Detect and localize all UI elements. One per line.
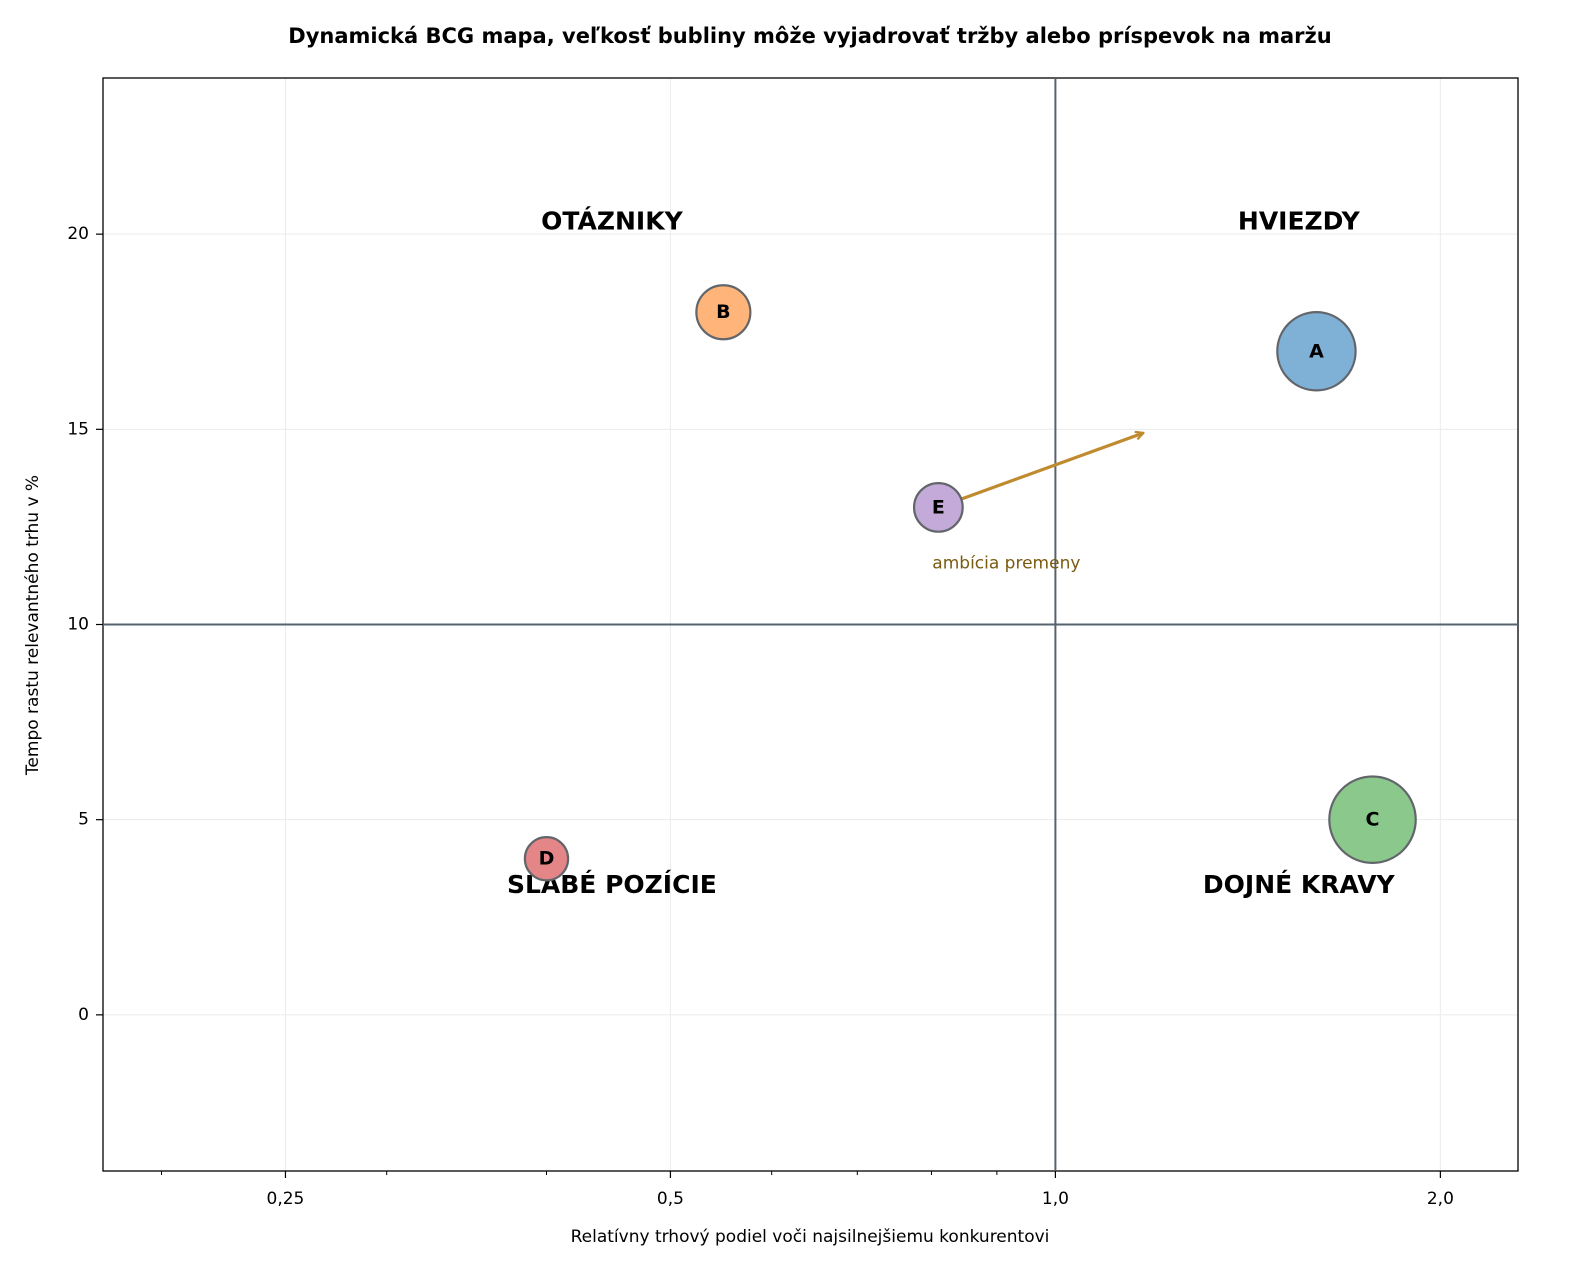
bubble-label: B	[716, 301, 730, 323]
bubble-label: A	[1309, 340, 1324, 362]
annotation-arrow	[937, 433, 1142, 509]
bubble-circle	[1276, 311, 1357, 392]
y-tick-label: 5	[78, 810, 89, 830]
transition-annotation: ambícia premeny	[932, 433, 1142, 573]
bubble-label: E	[932, 496, 945, 518]
bubble-circle	[1328, 775, 1417, 864]
y-tick-label: 15	[67, 419, 89, 439]
y-tick-label: 10	[67, 615, 89, 635]
bubble: C	[1328, 775, 1417, 864]
x-tick-label: 1,0	[1042, 1189, 1069, 1209]
y-axis-ticks: 0 5 10 15 20	[67, 224, 103, 1025]
quadrant-label: OTÁZNIKY	[541, 206, 683, 235]
x-tick-label: 0,25	[267, 1189, 305, 1209]
bubble-label: D	[539, 848, 555, 870]
quadrant-label: HVIEZDY	[1238, 206, 1361, 235]
bubble: E	[912, 481, 964, 533]
bubble: B	[695, 284, 752, 341]
bubble: D	[523, 836, 570, 882]
bubble: A	[1276, 311, 1357, 392]
y-axis-label: Tempo rastu relevantného trhu v %	[23, 475, 43, 776]
bubble-circle	[695, 284, 752, 341]
bubble-circle	[523, 836, 570, 882]
annotation-label: ambícia premeny	[932, 553, 1080, 573]
y-tick-label: 0	[78, 1005, 89, 1025]
x-tick-label: 0,5	[657, 1189, 684, 1209]
quadrant-dividers	[103, 78, 1518, 1171]
chart-title: Dynamická BCG mapa, veľkosť bubliny môže…	[288, 24, 1331, 48]
quadrant-label: DOJNÉ KRAVY	[1203, 870, 1396, 899]
y-tick-label: 20	[67, 224, 89, 244]
x-axis-label: Relatívny trhový podiel voči najsilnejši…	[571, 1227, 1050, 1247]
bubbles: A B C D E	[523, 284, 1417, 882]
bubble-circle	[912, 481, 964, 533]
x-axis-ticks: 0,25 0,5 1,0 2,0	[161, 1171, 1454, 1209]
bubble-label: C	[1366, 809, 1380, 831]
x-tick-label: 2,0	[1427, 1189, 1454, 1209]
